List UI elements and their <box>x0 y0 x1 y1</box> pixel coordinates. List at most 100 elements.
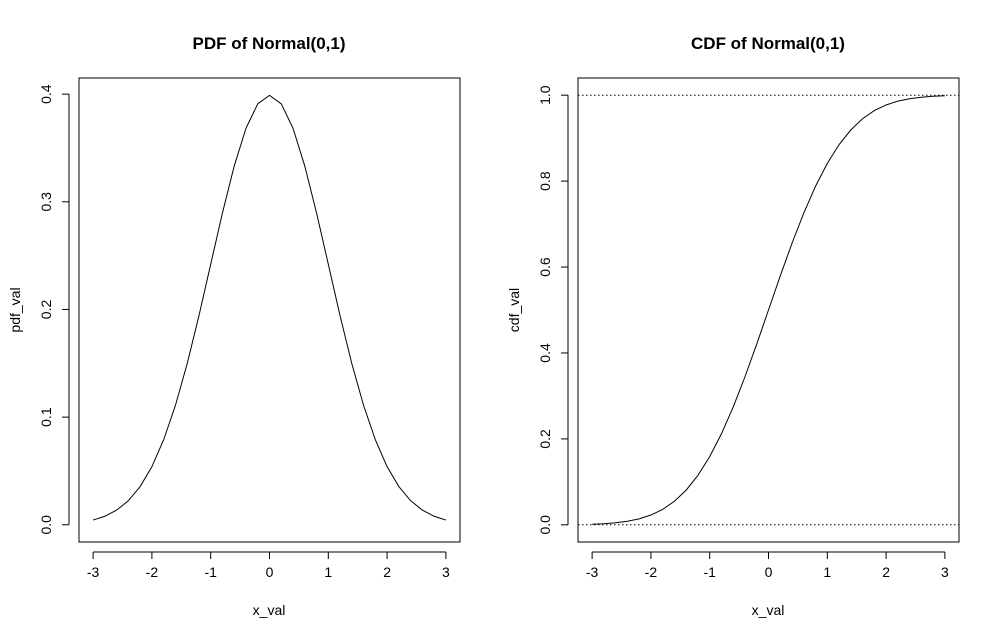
pdf-y-tick-label: 0.2 <box>38 300 54 320</box>
pdf-series-line <box>92 94 447 521</box>
cdf-data-point <box>743 375 747 379</box>
pdf-data-point <box>268 93 272 97</box>
cdf-data-point <box>696 473 700 477</box>
cdf-panel: CDF of Normal(0,1) -3 -2 -1 0 1 2 3 0.0 0.2 0.4 0… <box>506 34 960 618</box>
pdf-x-tick-label: 2 <box>383 564 391 580</box>
cdf-data-point <box>684 488 688 492</box>
cdf-data-point <box>943 94 947 98</box>
cdf-x-tick-label: 1 <box>823 564 831 580</box>
cdf-y-tick-label: 0.6 <box>537 257 553 277</box>
cdf-data-point <box>731 405 735 409</box>
pdf-data-point <box>150 465 154 469</box>
cdf-data-point <box>614 521 618 525</box>
cdf-y-tick-label: 0.4 <box>537 343 553 363</box>
cdf-x-tick-label: 0 <box>765 564 773 580</box>
cdf-data-point <box>649 513 653 517</box>
pdf-data-point <box>185 362 189 366</box>
pdf-data-point <box>244 126 248 130</box>
cdf-data-point <box>672 499 676 503</box>
cdf-data-point <box>790 241 794 245</box>
pdf-data-point <box>315 211 319 215</box>
pdf-data-point <box>432 514 436 518</box>
cdf-data-point <box>861 117 865 121</box>
pdf-x-tick-label: -3 <box>87 564 100 580</box>
pdf-y-tick-label: 0.4 <box>38 84 54 104</box>
cdf-data-point <box>661 507 665 511</box>
cdf-y-axis-label: cdf_val <box>506 288 522 332</box>
pdf-y-tick-label: 0.0 <box>38 515 54 535</box>
pdf-data-point <box>291 126 295 130</box>
pdf-x-tick-label: -1 <box>204 564 217 580</box>
cdf-data-point <box>849 128 853 132</box>
pdf-data-point <box>338 314 342 318</box>
pdf-x-tick-label: 1 <box>324 564 332 580</box>
cdf-y-tick-label: 0.0 <box>537 515 553 535</box>
pdf-y-axis-label: pdf_val <box>7 287 23 332</box>
cdf-series-line <box>592 95 945 525</box>
cdf-chart-title: CDF of Normal(0,1) <box>691 34 845 53</box>
cdf-y-tick-label: 1.0 <box>537 85 553 105</box>
pdf-data-point <box>362 403 366 407</box>
cdf-x-tick-label: 3 <box>941 564 949 580</box>
cdf-data-point <box>602 522 606 526</box>
pdf-data-point <box>350 362 354 366</box>
pdf-data-point <box>173 403 177 407</box>
cdf-data-point <box>872 109 876 113</box>
cdf-data-point <box>625 519 629 523</box>
pdf-data-point <box>209 262 213 266</box>
cdf-data-point <box>719 432 723 436</box>
cdf-y-tick-label: 0.8 <box>537 171 553 191</box>
cdf-x-tick-label: -2 <box>645 564 658 580</box>
pdf-data-point <box>303 164 307 168</box>
cdf-data-point <box>814 184 818 188</box>
cdf-data-point <box>908 97 912 101</box>
pdf-data-point <box>162 438 166 442</box>
cdf-data-point <box>802 211 806 215</box>
cdf-data-point <box>896 99 900 103</box>
pdf-data-point <box>444 518 448 522</box>
pdf-x-tick-label: 3 <box>442 564 450 580</box>
cdf-x-axis-label: x_val <box>752 602 785 618</box>
cdf-data-point <box>884 103 888 107</box>
cdf-data-point <box>637 517 641 521</box>
cdf-data-point <box>755 342 759 346</box>
cdf-data-point <box>825 161 829 165</box>
pdf-data-point <box>232 164 236 168</box>
pdf-x-tick-label: 0 <box>266 564 274 580</box>
cdf-data-point <box>919 95 923 99</box>
cdf-data-point <box>837 143 841 147</box>
cdf-plot-frame <box>577 77 960 543</box>
pdf-data-point <box>115 508 119 512</box>
pdf-data-point <box>256 102 260 106</box>
pdf-data-point <box>197 314 201 318</box>
pdf-data-point <box>420 508 424 512</box>
pdf-x-tick-label: -2 <box>146 564 159 580</box>
cdf-y-tick-label: 0.2 <box>537 429 553 449</box>
cdf-x-tick-label: -1 <box>703 564 716 580</box>
pdf-chart-title: PDF of Normal(0,1) <box>192 34 345 53</box>
pdf-data-point <box>220 211 224 215</box>
pdf-data-point <box>385 465 389 469</box>
cdf-x-tick-label: 2 <box>882 564 890 580</box>
cdf-data-point <box>931 94 935 98</box>
pdf-data-point <box>138 485 142 489</box>
pdf-data-point <box>397 485 401 489</box>
pdf-data-point <box>409 499 413 503</box>
cdf-data-point <box>767 308 771 312</box>
pdf-panel: PDF of Normal(0,1) -3 -2 -1 0 1 2 3 0.0 0.1 0.2 0… <box>7 34 461 618</box>
cdf-data-point <box>708 455 712 459</box>
pdf-data-point <box>326 262 330 266</box>
pdf-x-axis-label: x_val <box>253 602 286 618</box>
pdf-data-point <box>279 102 283 106</box>
pdf-data-point <box>373 438 377 442</box>
pdf-y-tick-label: 0.1 <box>38 407 54 427</box>
cdf-data-point <box>778 274 782 278</box>
pdf-y-tick-label: 0.3 <box>38 192 54 212</box>
pdf-data-point <box>103 514 107 518</box>
pdf-plot-frame <box>78 77 461 543</box>
pdf-data-point <box>126 499 130 503</box>
cdf-x-tick-label: -3 <box>586 564 599 580</box>
cdf-data-point <box>590 522 594 526</box>
pdf-data-point <box>91 518 95 522</box>
